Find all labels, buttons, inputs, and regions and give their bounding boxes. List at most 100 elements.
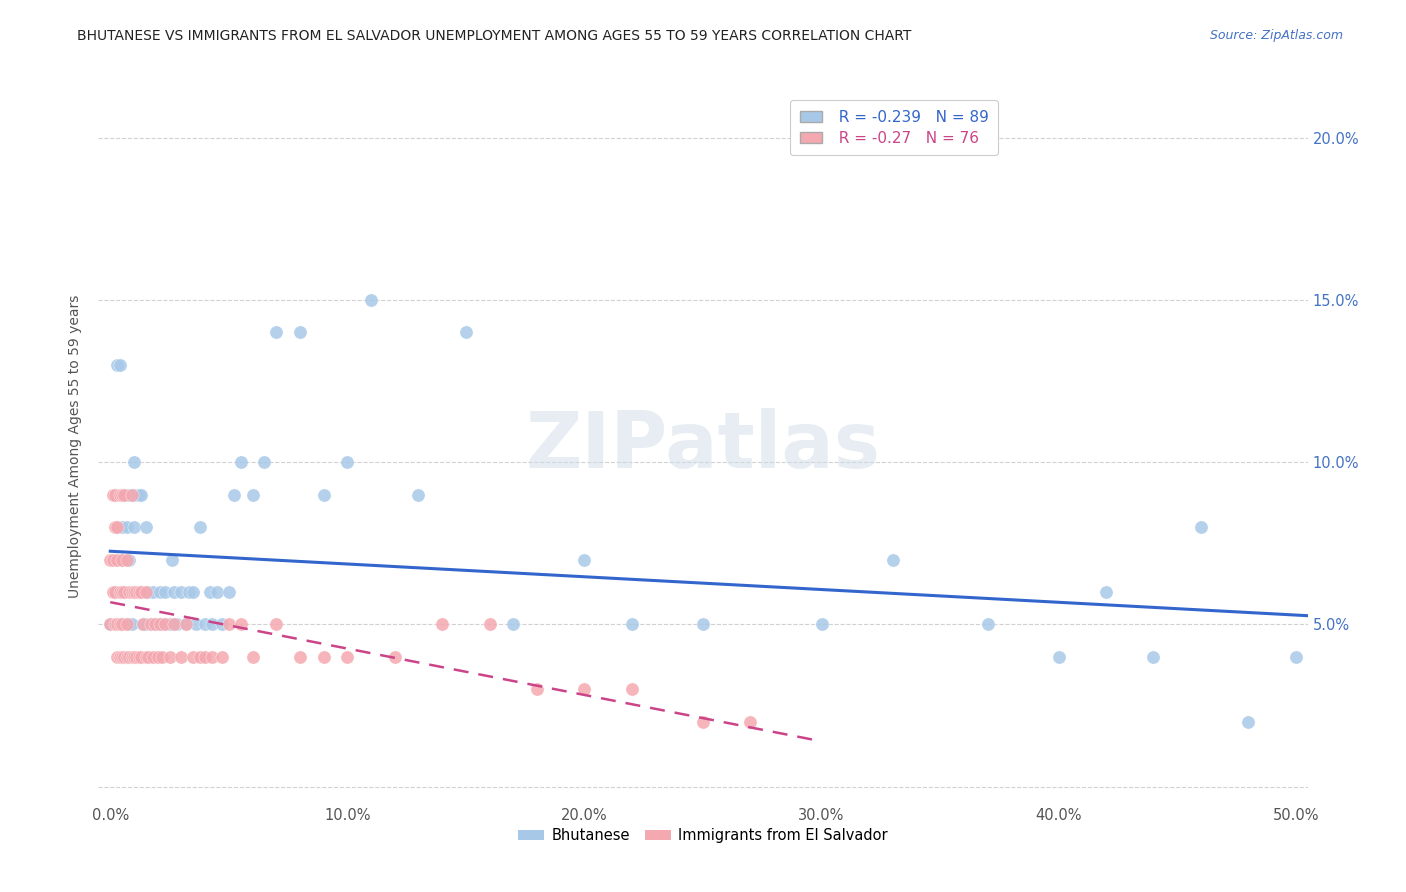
Point [105,520,128,534]
Point [128,488,150,502]
Point [1237,714,1260,729]
Point [810,617,832,632]
Point [574,552,596,566]
Point [143,617,166,632]
Point [129,649,152,664]
Point [153,617,176,632]
Point [111,552,134,566]
Point [502,617,524,632]
Point [620,682,643,697]
Point [105,358,128,372]
Point [118,585,141,599]
Point [882,552,904,566]
Text: Source: ZipAtlas.com: Source: ZipAtlas.com [1209,29,1343,42]
Point [122,585,145,599]
Point [128,585,150,599]
Point [692,714,714,729]
Point [201,649,224,664]
Point [135,649,157,664]
Point [115,617,138,632]
Point [692,617,714,632]
Point [201,617,224,632]
Point [166,617,188,632]
Point [122,455,145,469]
Point [1095,585,1118,599]
Point [105,617,128,632]
Point [125,585,148,599]
Point [122,649,145,664]
Point [114,585,136,599]
Point [194,617,217,632]
Point [114,585,136,599]
Point [146,617,169,632]
Point [152,649,174,664]
Point [360,293,382,307]
Point [115,617,138,632]
Point [181,585,204,599]
Point [115,488,138,502]
Point [118,552,141,566]
Point [136,585,159,599]
Point [121,488,143,502]
Point [136,649,159,664]
Point [121,649,143,664]
Point [152,617,174,632]
Point [128,585,150,599]
Point [104,585,127,599]
Point [135,520,157,534]
Point [111,488,134,502]
Point [1142,649,1164,664]
Point [139,617,162,632]
Point [153,585,176,599]
Point [129,585,152,599]
Point [108,488,131,502]
Point [336,649,359,664]
Point [620,617,643,632]
Point [146,649,169,664]
Point [740,714,762,729]
Point [526,682,548,697]
Point [135,585,157,599]
Point [139,617,162,632]
Point [111,617,134,632]
Point [432,617,454,632]
Point [118,617,141,632]
Point [128,649,150,664]
Point [264,617,287,632]
Point [408,488,430,502]
Point [181,649,204,664]
Y-axis label: Unemployment Among Ages 55 to 59 years: Unemployment Among Ages 55 to 59 years [69,294,83,598]
Point [160,552,183,566]
Point [115,649,138,664]
Point [108,585,131,599]
Point [129,488,152,502]
Point [211,649,233,664]
Point [218,617,240,632]
Point [122,585,145,599]
Point [135,617,157,632]
Point [98,617,121,632]
Point [111,649,134,664]
Point [105,649,128,664]
Point [242,488,264,502]
Point [174,617,197,632]
Point [170,585,193,599]
Point [229,617,252,632]
Point [384,649,406,664]
Point [1047,649,1070,664]
Point [104,617,127,632]
Point [98,617,121,632]
Point [264,326,287,340]
Legend: Bhutanese, Immigrants from El Salvador: Bhutanese, Immigrants from El Salvador [512,822,894,849]
Point [98,552,121,566]
Point [242,649,264,664]
Point [132,585,155,599]
Point [125,488,148,502]
Point [108,585,131,599]
Point [111,617,134,632]
Point [149,585,172,599]
Point [132,617,155,632]
Point [101,488,124,502]
Point [108,617,131,632]
Point [143,617,166,632]
